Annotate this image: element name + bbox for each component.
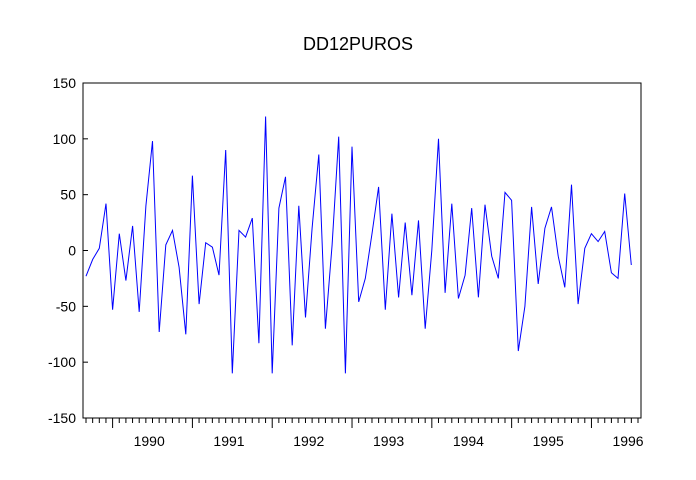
x-tick-label: 1993 — [373, 433, 404, 449]
x-tick-label: 1991 — [213, 433, 244, 449]
y-tick-label: 50 — [60, 187, 76, 203]
y-tick-label: 100 — [53, 131, 77, 147]
y-axis: -150 -100 -50 0 50 100 150 — [48, 75, 88, 426]
x-tick-label: 1992 — [293, 433, 324, 449]
x-tick-label: 1990 — [134, 433, 165, 449]
x-axis: 1990 1991 1992 1993 1994 1995 1996 — [85, 418, 644, 449]
y-tick-label: -50 — [56, 298, 76, 314]
y-tick-label: 0 — [68, 243, 76, 259]
y-tick-label: 150 — [53, 75, 77, 91]
x-tick-label: 1995 — [533, 433, 564, 449]
y-tick-label: -100 — [48, 354, 76, 370]
y-tick-label: -150 — [48, 410, 76, 426]
series-line — [85, 116, 632, 374]
series-group — [85, 116, 632, 374]
chart-title: DD12PUROS — [302, 34, 414, 54]
x-tick-label: 1994 — [453, 433, 484, 449]
x-tick-label: 1996 — [612, 433, 643, 449]
